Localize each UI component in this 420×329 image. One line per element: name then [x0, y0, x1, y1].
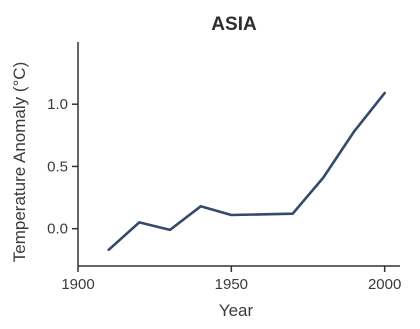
series-group — [107, 91, 387, 252]
series-line — [107, 91, 387, 252]
chart-title: ASIA — [211, 14, 257, 35]
x-tick-label: 1900 — [61, 276, 94, 293]
x-axis-label: Year — [219, 301, 254, 320]
y-tick-label: 1.0 — [47, 96, 68, 113]
y-axis-label: Temperature Anomaly (°C) — [10, 62, 29, 262]
x-tick-label: 2000 — [368, 276, 401, 293]
y-tick-label: 0.0 — [47, 221, 68, 238]
ticks: 0.0 0.5 1.0 1900 1950 2000 — [47, 96, 401, 293]
x-tick-label: 1950 — [215, 276, 248, 293]
y-tick-label: 0.5 — [47, 158, 68, 175]
